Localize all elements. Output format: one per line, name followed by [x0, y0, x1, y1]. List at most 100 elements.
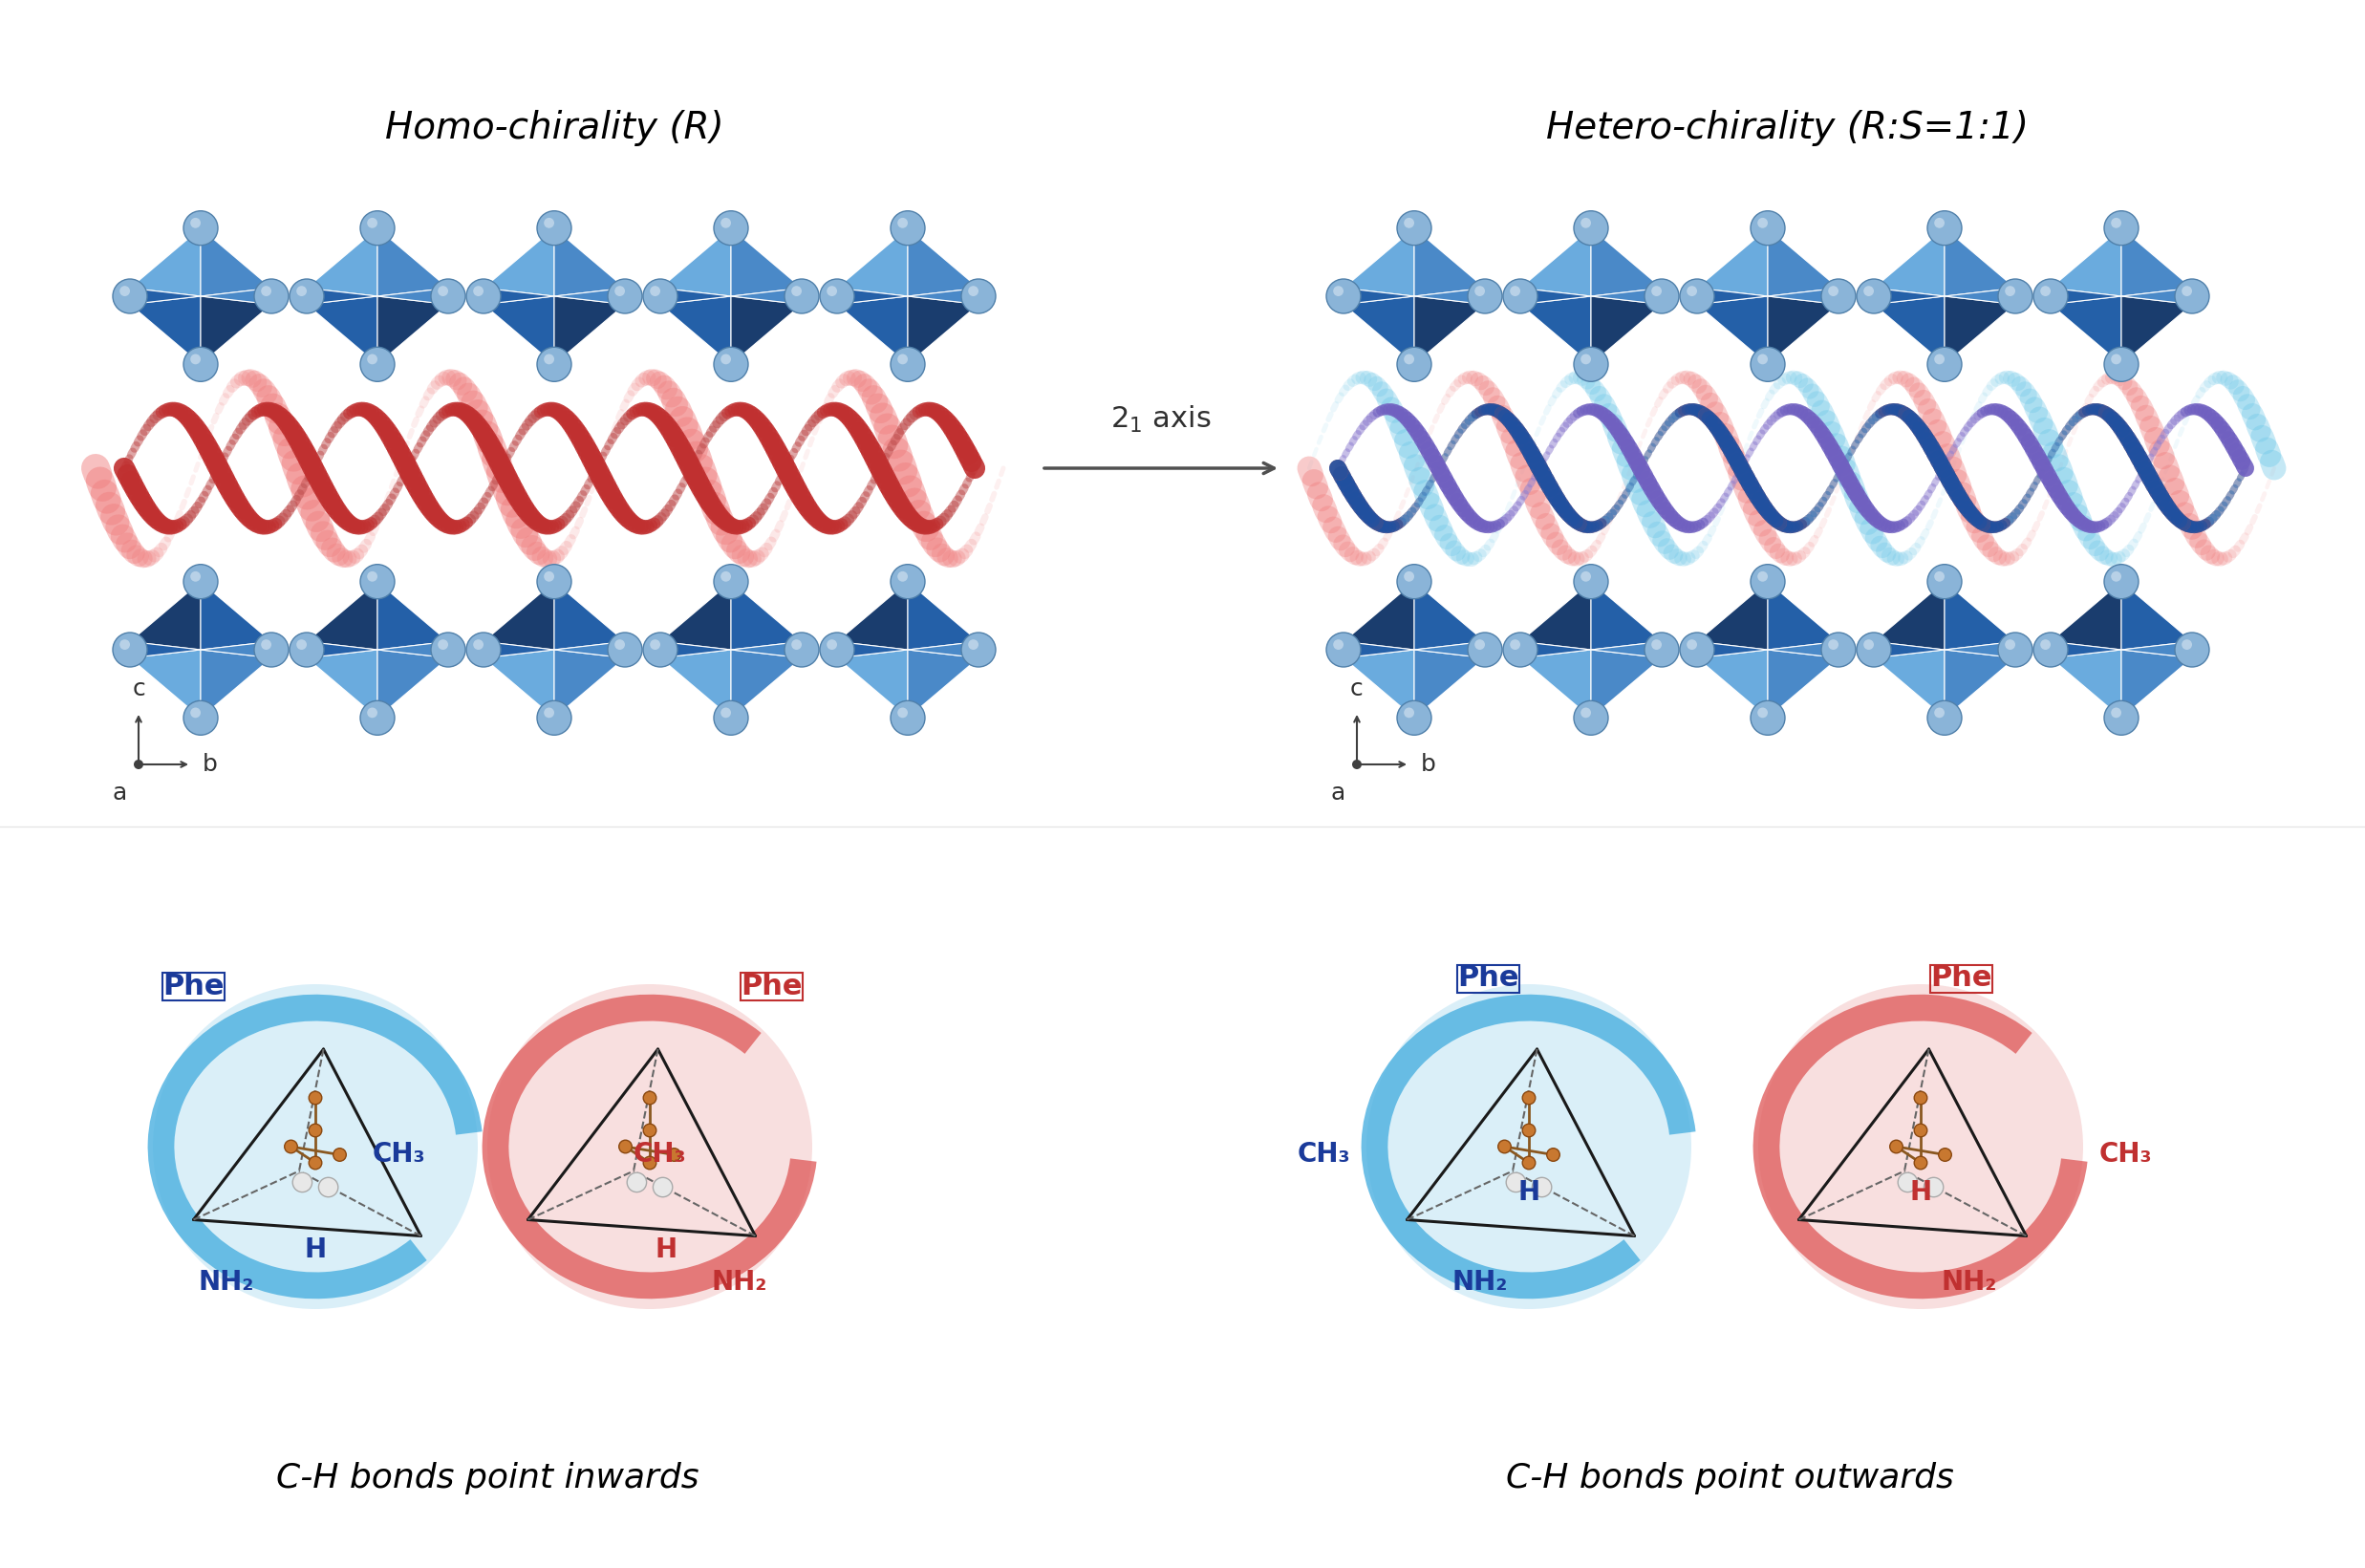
Circle shape	[1935, 707, 1944, 718]
Circle shape	[1469, 632, 1502, 666]
Polygon shape	[1944, 227, 2015, 296]
Circle shape	[2176, 632, 2209, 666]
Circle shape	[184, 564, 218, 599]
Circle shape	[608, 279, 643, 314]
Circle shape	[1679, 279, 1715, 314]
Polygon shape	[1767, 289, 1838, 304]
Circle shape	[821, 279, 854, 314]
Polygon shape	[1592, 227, 1663, 296]
Circle shape	[1679, 632, 1715, 666]
Circle shape	[544, 571, 553, 582]
Polygon shape	[1873, 641, 1944, 659]
Circle shape	[1857, 632, 1892, 666]
Circle shape	[967, 640, 979, 649]
Circle shape	[184, 210, 218, 245]
Circle shape	[892, 564, 925, 599]
Circle shape	[154, 985, 478, 1309]
Polygon shape	[378, 582, 447, 649]
Circle shape	[821, 632, 854, 666]
Circle shape	[184, 701, 218, 735]
Circle shape	[1939, 1148, 1951, 1162]
Polygon shape	[1521, 227, 1592, 296]
Polygon shape	[2050, 649, 2121, 718]
Circle shape	[289, 279, 324, 314]
Circle shape	[296, 640, 307, 649]
Circle shape	[544, 354, 553, 364]
Polygon shape	[553, 641, 624, 659]
Polygon shape	[731, 227, 802, 296]
Polygon shape	[1944, 649, 2015, 718]
Polygon shape	[731, 296, 802, 364]
Circle shape	[359, 347, 395, 381]
Text: Hetero-chirality (R:S=1:1): Hetero-chirality (R:S=1:1)	[1547, 110, 2029, 146]
Polygon shape	[130, 582, 201, 649]
Circle shape	[189, 571, 201, 582]
Polygon shape	[1873, 289, 1944, 304]
Polygon shape	[2050, 289, 2121, 304]
Circle shape	[537, 347, 572, 381]
Polygon shape	[1698, 289, 1767, 304]
Polygon shape	[1698, 582, 1767, 649]
Circle shape	[643, 279, 676, 314]
Circle shape	[253, 279, 289, 314]
Circle shape	[653, 1178, 672, 1196]
Polygon shape	[660, 289, 731, 304]
Polygon shape	[201, 296, 272, 364]
Polygon shape	[1521, 582, 1592, 649]
Polygon shape	[1414, 641, 1485, 659]
Polygon shape	[1944, 289, 2015, 304]
Circle shape	[1367, 985, 1691, 1309]
Polygon shape	[837, 649, 908, 718]
Text: c: c	[132, 677, 144, 701]
Circle shape	[367, 354, 378, 364]
Circle shape	[2105, 701, 2138, 735]
Circle shape	[721, 571, 731, 582]
Circle shape	[627, 1173, 646, 1192]
Circle shape	[1573, 347, 1608, 381]
Polygon shape	[1414, 227, 1485, 296]
Circle shape	[1504, 632, 1537, 666]
Circle shape	[1476, 640, 1485, 649]
Polygon shape	[553, 649, 624, 718]
Polygon shape	[307, 289, 378, 304]
Circle shape	[1573, 564, 1608, 599]
Polygon shape	[1414, 582, 1485, 649]
Circle shape	[1533, 1178, 1551, 1196]
Circle shape	[1573, 210, 1608, 245]
Circle shape	[430, 279, 466, 314]
Circle shape	[1935, 218, 1944, 227]
Polygon shape	[1414, 289, 1485, 304]
Circle shape	[284, 1140, 298, 1152]
Text: Phe: Phe	[163, 972, 225, 1000]
Polygon shape	[307, 227, 378, 296]
Circle shape	[2112, 571, 2121, 582]
Circle shape	[135, 759, 144, 770]
Circle shape	[1757, 707, 1767, 718]
Polygon shape	[660, 582, 731, 649]
Circle shape	[1651, 285, 1663, 296]
Circle shape	[1750, 701, 1786, 735]
Circle shape	[310, 1124, 322, 1137]
Circle shape	[1523, 1156, 1535, 1170]
Circle shape	[189, 218, 201, 227]
Text: 2$_1$ axis: 2$_1$ axis	[1112, 405, 1211, 434]
Text: CH₃: CH₃	[371, 1142, 426, 1168]
Circle shape	[721, 218, 731, 227]
Circle shape	[260, 285, 272, 296]
Polygon shape	[378, 641, 447, 659]
Polygon shape	[553, 582, 624, 649]
Polygon shape	[1343, 289, 1414, 304]
Circle shape	[537, 564, 572, 599]
Circle shape	[2105, 210, 2138, 245]
Circle shape	[1927, 564, 1961, 599]
Circle shape	[333, 1148, 345, 1162]
Circle shape	[466, 279, 501, 314]
Polygon shape	[908, 649, 979, 718]
Circle shape	[2006, 285, 2015, 296]
Text: b: b	[203, 753, 218, 776]
Polygon shape	[553, 296, 624, 364]
Circle shape	[1757, 985, 2084, 1309]
Circle shape	[667, 1148, 681, 1162]
Circle shape	[960, 279, 996, 314]
Polygon shape	[378, 289, 447, 304]
